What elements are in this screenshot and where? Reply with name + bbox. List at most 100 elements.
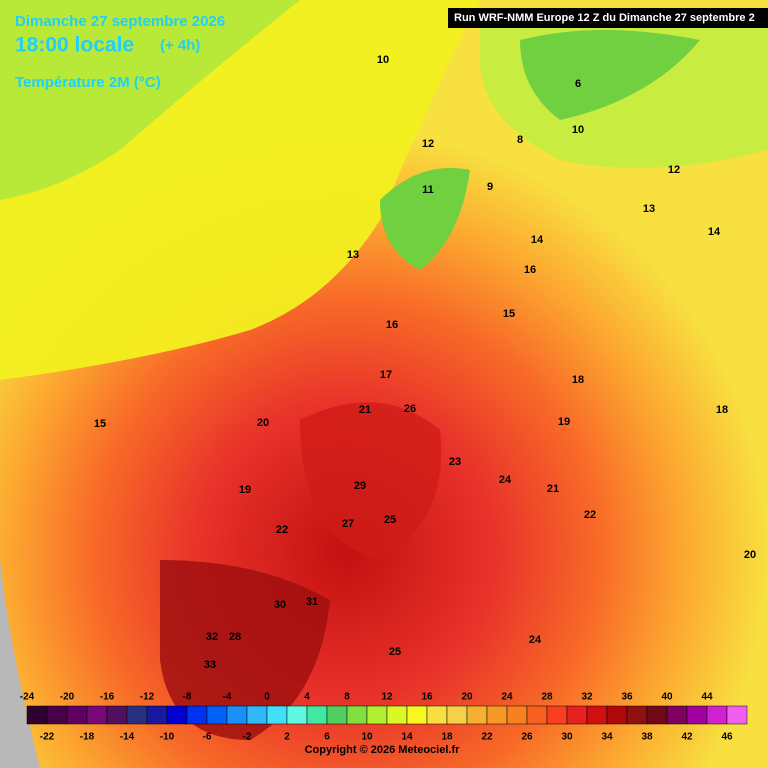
colorbar-swatch bbox=[86, 705, 108, 725]
isotherm-label: 26 bbox=[404, 403, 416, 415]
isotherm-label: 6 bbox=[575, 78, 581, 90]
isotherm-label: 14 bbox=[708, 226, 721, 238]
colorbar-label: 16 bbox=[421, 692, 433, 703]
colorbar-swatch bbox=[266, 705, 288, 725]
isotherm-label: 13 bbox=[347, 249, 359, 261]
colorbar-label: 0 bbox=[264, 692, 270, 703]
map-labels: 10 12 13 14 15 16 17 18 19 20 21 22 23 24 25 26 27 28 29 30… bbox=[94, 54, 756, 671]
isotherm-label: 18 bbox=[572, 374, 584, 386]
colorbar-label: -10 bbox=[160, 732, 175, 743]
colorbar-swatch bbox=[286, 705, 308, 725]
colorbar-swatch bbox=[346, 705, 368, 725]
isotherm-label: 17 bbox=[380, 369, 392, 381]
colorbar-swatch bbox=[546, 705, 568, 725]
colorbar-label: 22 bbox=[481, 732, 493, 743]
green-field bbox=[0, 0, 300, 200]
isotherm-label: 16 bbox=[524, 264, 536, 276]
colorbar-label: -22 bbox=[40, 732, 55, 743]
colorbar-swatch bbox=[666, 705, 688, 725]
isotherm-label: 31 bbox=[306, 596, 318, 608]
colorbar-swatch bbox=[206, 705, 228, 725]
run-info: Run WRF-NMM Europe 12 Z du Dimanche 27 s… bbox=[454, 12, 755, 24]
colorbar-label: 40 bbox=[661, 692, 673, 703]
colorbar-swatch bbox=[146, 705, 168, 725]
colorbar-swatch bbox=[586, 705, 608, 725]
colorbar-swatch bbox=[126, 705, 148, 725]
colorbar-swatch bbox=[106, 705, 128, 725]
colorbar-label: -16 bbox=[100, 692, 115, 703]
colorbar-swatch bbox=[66, 705, 88, 725]
isotherm-label: 14 bbox=[531, 234, 544, 246]
colorbar-label: 28 bbox=[541, 692, 553, 703]
colorbar-swatch bbox=[226, 705, 248, 725]
colorbar-swatch bbox=[506, 705, 528, 725]
colorbar-swatch bbox=[646, 705, 668, 725]
colorbar-swatch bbox=[326, 705, 348, 725]
isotherm-label: 19 bbox=[239, 484, 251, 496]
colorbar-label: -12 bbox=[140, 692, 155, 703]
colorbar-swatch bbox=[386, 705, 408, 725]
colorbar-swatch bbox=[186, 705, 208, 725]
colorbar-swatch bbox=[726, 705, 748, 725]
isotherm-label: 25 bbox=[389, 646, 401, 658]
colorbar-label: -20 bbox=[60, 692, 75, 703]
colorbar-label: 46 bbox=[721, 732, 733, 743]
isotherm-label: 15 bbox=[503, 308, 515, 320]
colorbar-label: -18 bbox=[80, 732, 95, 743]
colorbar-swatch bbox=[486, 705, 508, 725]
colorbar-swatch bbox=[406, 705, 428, 725]
colorbar-label: 10 bbox=[361, 732, 373, 743]
variable: Température 2M (°C) bbox=[15, 74, 161, 91]
isotherm-label: 16 bbox=[386, 319, 398, 331]
isotherm-label: 10 bbox=[572, 124, 584, 136]
isotherm-label: 9 bbox=[487, 181, 493, 193]
colorbar-swatch bbox=[246, 705, 268, 725]
colorbar-label: -6 bbox=[203, 732, 212, 743]
colorbar-swatch bbox=[566, 705, 588, 725]
isotherm-label: 15 bbox=[94, 418, 106, 430]
isotherm-label: 27 bbox=[342, 518, 354, 530]
colorbar-label: 2 bbox=[284, 732, 290, 743]
isotherm-label: 24 bbox=[499, 474, 512, 486]
colorbar-label: 24 bbox=[501, 692, 513, 703]
isotherm-label: 22 bbox=[276, 524, 288, 536]
colorbar-label: 20 bbox=[461, 692, 473, 703]
isotherm-label: 28 bbox=[229, 631, 241, 643]
offset: (+ 4h) bbox=[160, 37, 200, 54]
isotherm-label: 8 bbox=[517, 134, 523, 146]
colorbar-swatch bbox=[526, 705, 548, 725]
isotherm-label: 13 bbox=[643, 203, 655, 215]
colorbar-label: -14 bbox=[120, 732, 135, 743]
colorbar-label: 26 bbox=[521, 732, 533, 743]
run-box bbox=[448, 8, 768, 28]
colorbar-swatch bbox=[26, 705, 48, 725]
isotherm-label: 19 bbox=[558, 416, 570, 428]
colorbar-label: 4 bbox=[304, 692, 310, 703]
date: Dimanche 27 septembre 2026 bbox=[15, 13, 225, 30]
norway-cool bbox=[380, 168, 470, 270]
copyright: Copyright © 2026 Meteociel.fr bbox=[305, 744, 461, 756]
isotherm-label: 10 bbox=[377, 54, 389, 66]
colorbar-label: 14 bbox=[401, 732, 413, 743]
isotherm-label: 21 bbox=[547, 483, 559, 495]
isotherm-label: 11 bbox=[422, 184, 434, 196]
colorbar-label: 34 bbox=[601, 732, 613, 743]
colorbar-label: -4 bbox=[223, 692, 232, 703]
time: 18:00 locale bbox=[15, 34, 134, 57]
isotherm-label: 18 bbox=[716, 404, 728, 416]
colorbar-label: 18 bbox=[441, 732, 453, 743]
colorbar-label: -8 bbox=[183, 692, 192, 703]
colorbar-swatch bbox=[366, 705, 388, 725]
colorbar-label: 38 bbox=[641, 732, 653, 743]
isotherm-label: 12 bbox=[668, 164, 680, 176]
colorbar-swatch bbox=[706, 705, 728, 725]
isotherm-label: 32 bbox=[206, 631, 218, 643]
colorbar-swatch bbox=[626, 705, 648, 725]
colorbar-label: 6 bbox=[324, 732, 330, 743]
colorbar-swatch bbox=[426, 705, 448, 725]
colorbar-label: 42 bbox=[681, 732, 693, 743]
isotherm-label: 20 bbox=[257, 417, 269, 429]
scandinavia-cool bbox=[520, 30, 700, 120]
colorbar-swatch bbox=[466, 705, 488, 725]
colorbar-swatch bbox=[686, 705, 708, 725]
